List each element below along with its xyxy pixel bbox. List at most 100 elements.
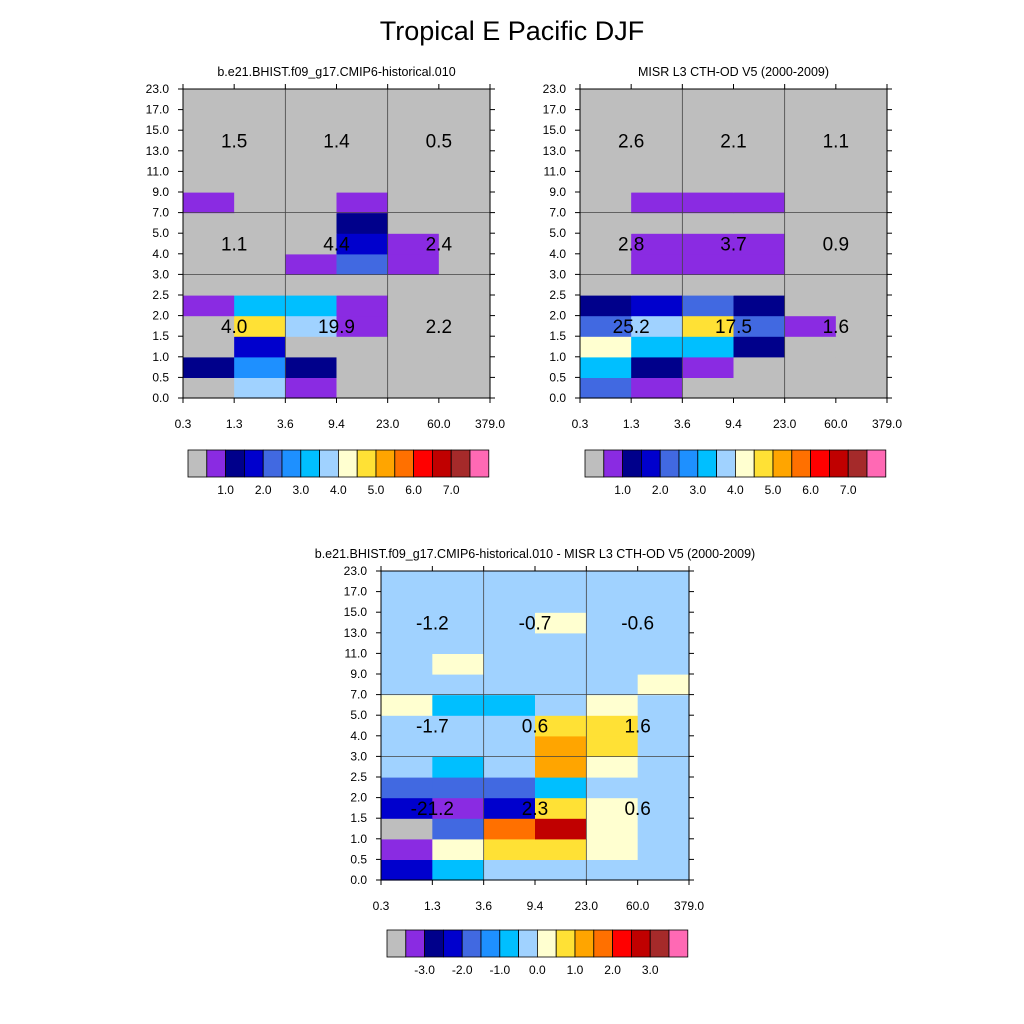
heatmap-cell — [336, 130, 389, 152]
heatmap-cell — [387, 192, 440, 214]
heatmap-cell — [535, 694, 587, 716]
y-tick-label: 2.0 — [152, 309, 169, 323]
heatmap-cell — [483, 591, 536, 613]
y-tick-label: 23.0 — [344, 564, 368, 578]
colorbar-label: -3.0 — [414, 963, 435, 977]
heatmap-cell — [682, 212, 735, 234]
heatmap-cell — [234, 274, 286, 296]
y-tick-label: 11.0 — [544, 164, 567, 178]
y-tick-label: 4.0 — [350, 729, 367, 743]
heatmap-cell — [183, 377, 235, 399]
colorbar-swatch — [753, 449, 774, 478]
heatmap-cell — [234, 233, 286, 255]
x-tick-label: 1.3 — [623, 417, 640, 431]
heatmap-cell — [285, 377, 338, 399]
colorbar-label: 2.0 — [255, 483, 272, 497]
y-tick-label: 2.5 — [152, 288, 169, 302]
heatmap-cell — [438, 274, 491, 296]
heatmap-cell — [387, 315, 440, 337]
region-value-label: 0.6 — [624, 799, 650, 820]
heatmap-cell — [381, 797, 433, 819]
y-tick-label: 4.0 — [549, 247, 566, 261]
heatmap-cell — [432, 735, 485, 757]
colorbar-swatch — [772, 449, 793, 478]
heatmap-cell — [637, 756, 690, 778]
heatmap-cell — [631, 89, 683, 111]
colorbar-swatch — [631, 929, 651, 958]
y-tick-label: 5.0 — [350, 708, 367, 722]
heatmap-cell — [835, 192, 888, 214]
y-tick-label: 13.0 — [543, 144, 567, 158]
heatmap-cell — [580, 171, 632, 193]
heatmap-cell — [432, 859, 485, 881]
colorbar-label: 1.0 — [217, 483, 234, 497]
colorbar-swatch — [413, 449, 433, 478]
region-value-label: 2.3 — [522, 799, 548, 820]
region-value-label: 1.4 — [323, 132, 350, 153]
region-value-label: 17.5 — [715, 317, 752, 338]
heatmap-cell — [733, 274, 786, 296]
heatmap-cell — [682, 336, 735, 358]
x-tick-label: 3.6 — [475, 899, 492, 913]
heatmap-cell — [183, 150, 235, 172]
region-value-label: 0.6 — [522, 717, 548, 738]
heatmap-cell — [637, 612, 690, 634]
heatmap-cell — [631, 315, 683, 337]
heatmap-cell — [183, 130, 235, 152]
y-tick-label: 23.0 — [146, 82, 170, 96]
heatmap-cell — [637, 838, 690, 860]
y-tick-label: 0.5 — [549, 370, 566, 384]
region-value-label: -1.7 — [416, 717, 449, 738]
heatmap-cell — [580, 315, 632, 337]
heatmap-cell — [580, 130, 632, 152]
colorbar-swatch — [480, 929, 501, 958]
heatmap-cell — [183, 336, 235, 358]
heatmap-cell — [586, 612, 639, 634]
heatmap-cell — [285, 212, 338, 234]
heatmap-cell — [631, 150, 683, 172]
colorbar-label: 3.0 — [689, 483, 706, 497]
heatmap-cell — [234, 192, 286, 214]
colorbar-swatch — [866, 449, 887, 478]
heatmap-cell — [682, 356, 735, 378]
y-tick-label: 11.0 — [147, 164, 170, 178]
heatmap-cell — [637, 674, 690, 696]
heatmap-cell — [733, 356, 786, 378]
colorbar-swatch — [431, 449, 452, 478]
colorbar-label: 5.0 — [765, 483, 782, 497]
x-tick-label: 379.0 — [475, 417, 505, 431]
figure-title: Tropical E Pacific DJF — [379, 16, 645, 46]
colorbar-label: -2.0 — [452, 963, 473, 977]
heatmap-cell — [234, 295, 286, 317]
heatmap-cell — [580, 377, 632, 399]
x-tick-label: 60.0 — [626, 899, 650, 913]
heatmap-cell — [387, 336, 440, 358]
colorbar-swatch — [262, 449, 283, 478]
heatmap-cell — [835, 377, 888, 399]
colorbar-swatch — [243, 449, 264, 478]
colorbar-label: 6.0 — [405, 483, 422, 497]
y-tick-label: 15.0 — [344, 605, 368, 619]
x-tick-label: 60.0 — [824, 417, 848, 431]
heatmap-cell — [381, 653, 433, 675]
x-tick-label: 9.4 — [328, 417, 345, 431]
heatmap-cell — [183, 274, 235, 296]
heatmap-cell — [586, 777, 639, 799]
heatmap-cell — [580, 274, 632, 296]
heatmap-cell — [784, 253, 837, 275]
heatmap-cell — [336, 109, 389, 131]
heatmap-cell — [586, 715, 639, 737]
heatmap-cell — [784, 315, 837, 337]
heatmap-cell — [682, 89, 735, 111]
colorbar-swatch — [394, 449, 414, 478]
heatmap-cell — [387, 295, 440, 317]
region-value-label: -0.6 — [621, 614, 654, 635]
colorbar-swatch — [424, 929, 444, 958]
colorbar-swatch — [716, 449, 736, 478]
heatmap-cell — [682, 315, 735, 337]
heatmap-cell — [336, 89, 389, 111]
heatmap-cell — [483, 632, 536, 654]
heatmap-cell — [631, 192, 683, 214]
heatmap-cell — [535, 612, 587, 634]
heatmap-cell — [631, 212, 683, 234]
